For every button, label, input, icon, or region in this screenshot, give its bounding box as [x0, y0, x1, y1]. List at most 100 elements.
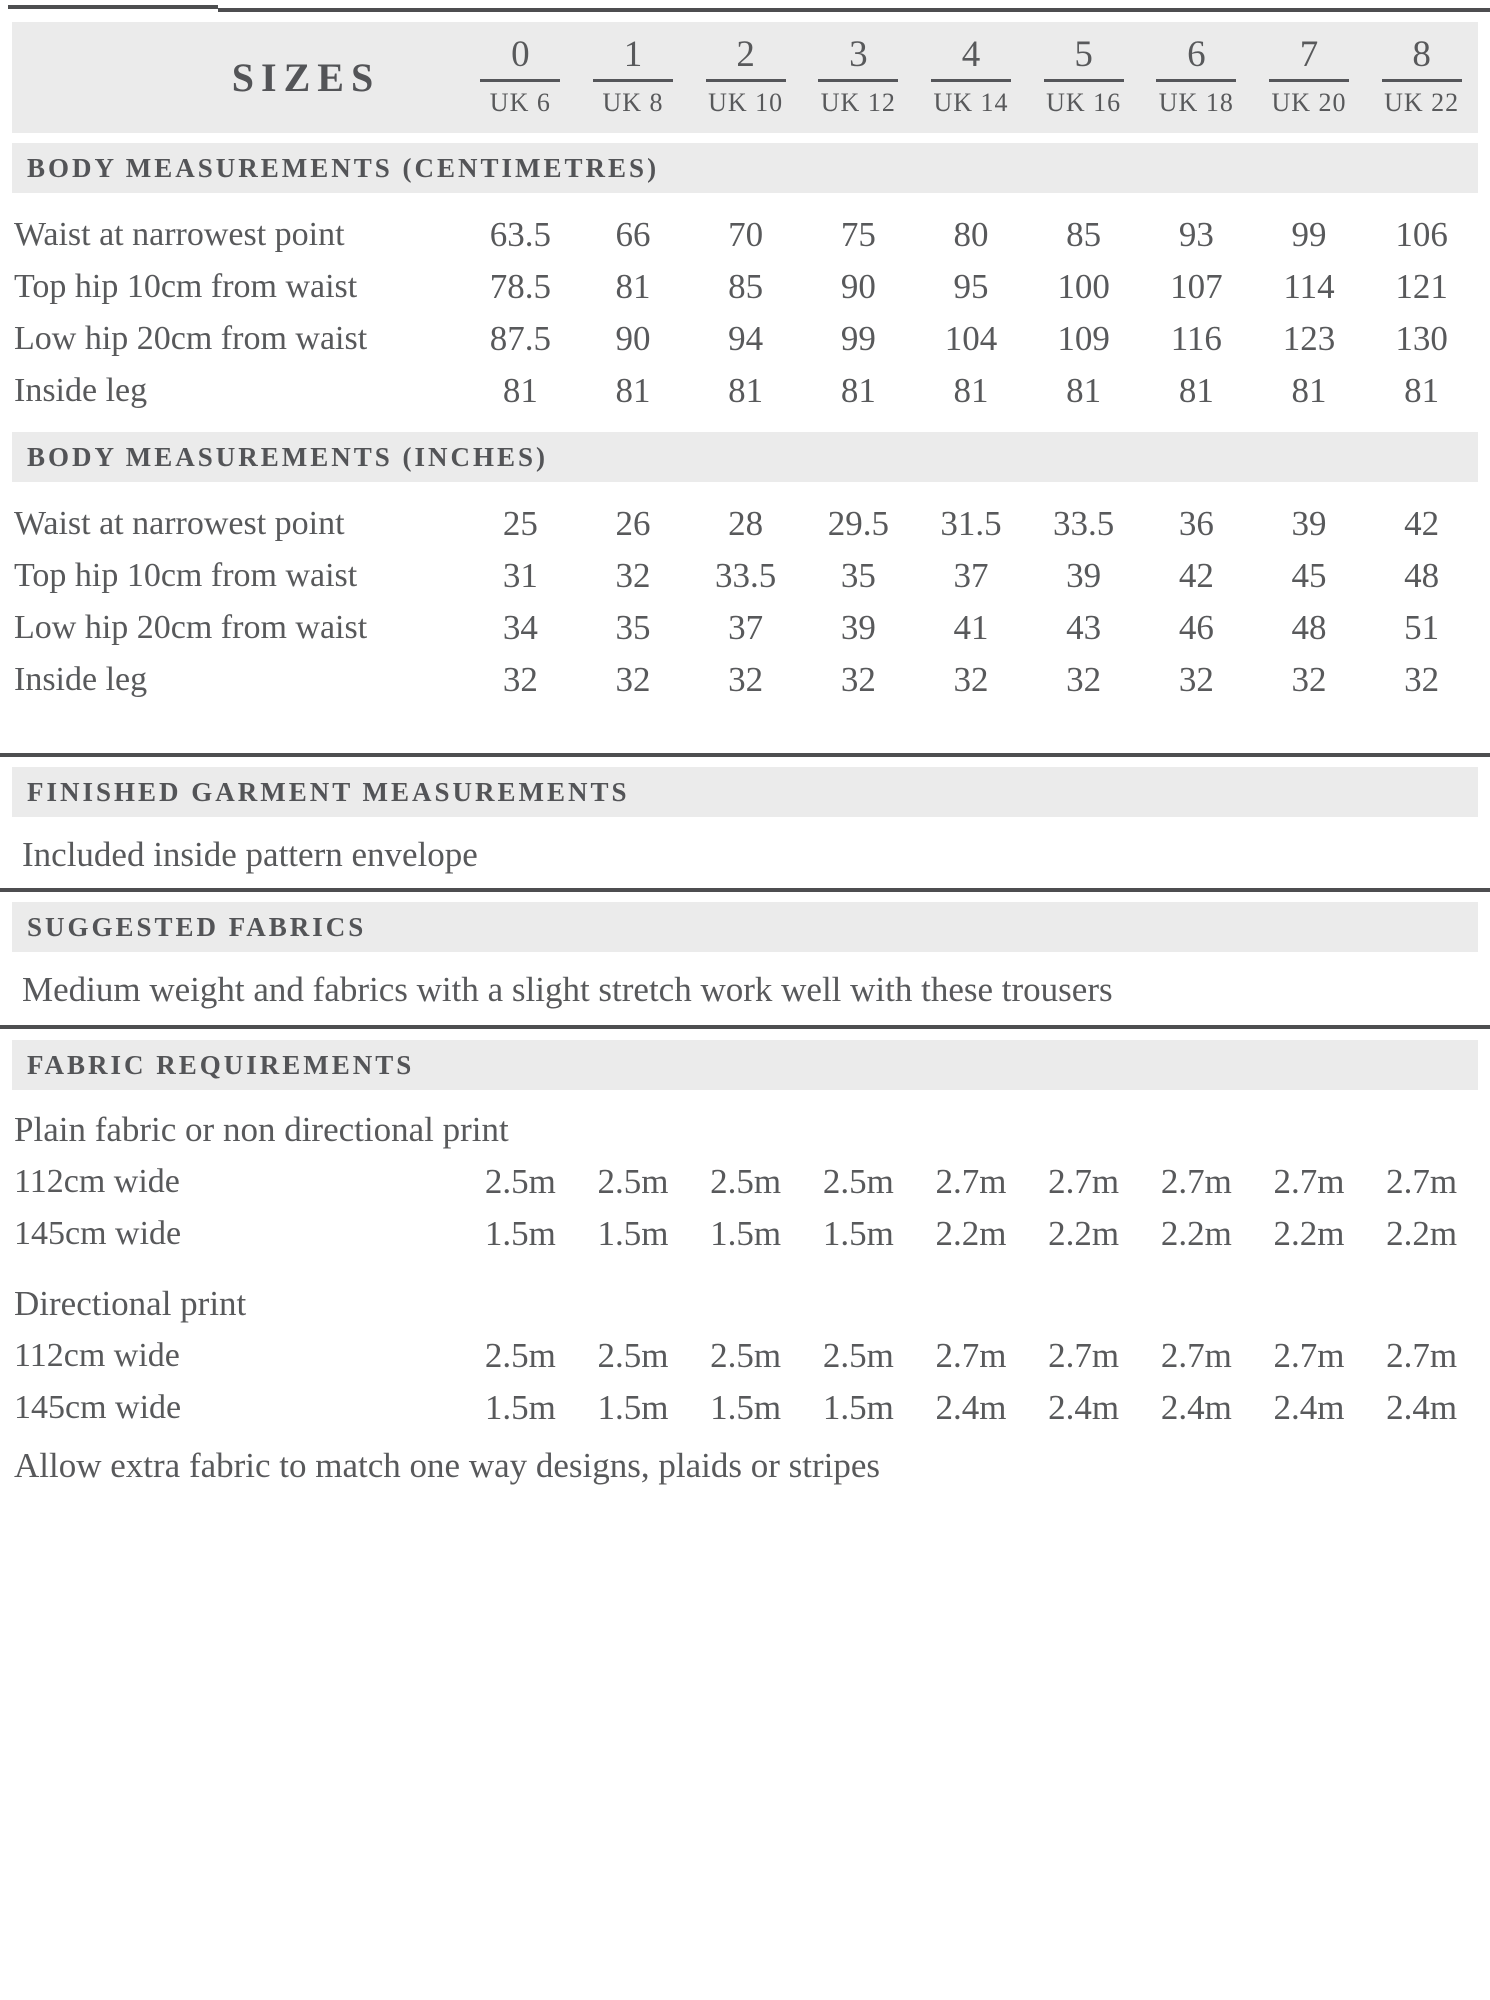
measurement-value: 81 [1404, 371, 1440, 410]
measurement-value: 81 [1178, 371, 1214, 410]
measurement-value: 81 [502, 371, 538, 410]
measurement-value: 66 [615, 215, 651, 254]
inches-rows: Waist at narrowest point 25 26 28 29.5 3… [12, 498, 1478, 706]
size-uk-label: UK 22 [1384, 88, 1460, 117]
size-number: 7 [1299, 34, 1319, 75]
row-label: Waist at narrowest point [14, 216, 345, 253]
measurement-value: 70 [728, 215, 764, 254]
fabric-amount-value: 2.2m [1160, 1214, 1232, 1253]
measurement-value: 45 [1291, 556, 1327, 595]
fabric-amount-value: 2.7m [935, 1162, 1007, 1201]
fabric-amount-value: 1.5m [710, 1388, 782, 1427]
measurement-value: 85 [728, 267, 764, 306]
fabric-amount-value: 2.2m [1386, 1214, 1458, 1253]
measurement-value: 109 [1057, 319, 1110, 358]
row-label: 112cm wide [14, 1163, 180, 1200]
size-number: 4 [961, 34, 981, 75]
table-row: Inside leg 32 32 32 32 32 [12, 654, 1478, 706]
row-label: Inside leg [14, 661, 148, 698]
size-number: 0 [511, 34, 530, 75]
measurement-value: 32 [728, 660, 764, 699]
fabric-requirements-section: FABRIC REQUIREMENTS Plain fabric or non … [0, 1040, 1490, 1492]
fabric-amount-value: 2.7m [1160, 1162, 1232, 1201]
fabric-amount-value: 2.4m [1048, 1388, 1120, 1427]
measurement-value: 33.5 [715, 556, 777, 595]
fabric-amount-value: 2.4m [1386, 1388, 1458, 1427]
measurement-value: 35 [615, 608, 651, 647]
measurement-value: 28 [728, 504, 764, 543]
size-underline [1043, 79, 1124, 82]
fabric-group-label: Directional print [14, 1284, 247, 1323]
size-number: 1 [623, 34, 643, 75]
measurement-value: 81 [1066, 371, 1102, 410]
measurement-value: 63.5 [489, 215, 551, 254]
measurement-value: 116 [1170, 319, 1222, 358]
measurement-value: 29.5 [827, 504, 889, 543]
size-uk-label: UK 8 [602, 88, 664, 117]
measurement-value: 33.5 [1053, 504, 1115, 543]
fabric-amount-value: 1.5m [822, 1388, 894, 1427]
fabric-amount-value: 2.4m [1273, 1388, 1345, 1427]
fabric-amount-value: 2.5m [822, 1336, 894, 1375]
table-row: 112cm wide 2.5m 2.5m 2.5m [12, 1330, 1478, 1382]
fabric-amount-value: 2.7m [1273, 1162, 1345, 1201]
size-underline [818, 79, 899, 82]
measurement-value: 114 [1283, 267, 1335, 306]
table-row: Waist at narrowest point 63.5 66 70 75 8… [12, 209, 1478, 261]
fabric-amount-value: 2.7m [1386, 1336, 1458, 1375]
measurement-value: 81 [728, 371, 764, 410]
measurement-value: 90 [840, 267, 876, 306]
measurement-value: 32 [1291, 660, 1327, 699]
table-row: Low hip 20cm from waist 87.5 90 94 99 10… [12, 313, 1478, 365]
fabric-amount-value: 2.5m [597, 1336, 669, 1375]
fabric-amount-value: 2.2m [935, 1214, 1007, 1253]
fabric-group-rows: 112cm wide 2.5m 2.5m 2.5m [12, 1330, 1478, 1434]
fabric-amount-value: 2.5m [484, 1162, 556, 1201]
table-row: Low hip 20cm from waist 34 35 37 39 41 [12, 602, 1478, 654]
row-label: 145cm wide [14, 1389, 182, 1426]
table-row: Inside leg 81 81 81 81 81 [12, 365, 1478, 417]
row-label: Low hip 20cm from waist [14, 320, 368, 357]
measurement-value: 39 [1066, 556, 1102, 595]
size-column: 7 UK 20 [1253, 22, 1366, 133]
size-underline [930, 79, 1011, 82]
row-label: Waist at narrowest point [14, 505, 345, 542]
measurement-value: 81 [615, 267, 651, 306]
measurement-value: 94 [728, 319, 764, 358]
measurement-value: 35 [840, 556, 876, 595]
section-heading-fabrics: SUGGESTED FABRICS [12, 902, 1478, 952]
measurement-value: 39 [840, 608, 876, 647]
measurement-value: 32 [615, 660, 651, 699]
row-label: Low hip 20cm from waist [14, 609, 368, 646]
row-label: Top hip 10cm from waist [14, 268, 358, 305]
fabric-amount-value: 2.7m [1048, 1336, 1120, 1375]
size-column: 3 UK 12 [802, 22, 915, 133]
row-label: Top hip 10cm from waist [14, 557, 358, 594]
table-row: Top hip 10cm from waist 31 32 33.5 35 37 [12, 550, 1478, 602]
measurement-value: 121 [1395, 267, 1448, 306]
section-divider-rule [0, 753, 1490, 757]
measurement-value: 42 [1404, 504, 1440, 543]
fabric-amount-value: 1.5m [484, 1388, 556, 1427]
size-uk-label: UK 20 [1271, 88, 1347, 117]
measurement-value: 130 [1395, 319, 1448, 358]
fabric-amount-value: 1.5m [710, 1214, 782, 1253]
measurement-value: 80 [953, 215, 989, 254]
size-uk-label: UK 10 [708, 88, 784, 117]
section-heading-cm: BODY MEASUREMENTS (CENTIMETRES) [12, 143, 1478, 193]
fabric-amount-value: 2.5m [710, 1336, 782, 1375]
measurement-value: 95 [953, 267, 989, 306]
size-column: 1 UK 8 [577, 22, 690, 133]
measurement-value: 41 [953, 608, 989, 647]
fabric-amount-value: 2.5m [822, 1162, 894, 1201]
measurement-value: 107 [1170, 267, 1223, 306]
fabric-amount-value: 2.5m [484, 1336, 556, 1375]
measurement-value: 81 [615, 371, 651, 410]
fabric-amount-value: 1.5m [597, 1388, 669, 1427]
measurement-value: 90 [615, 319, 651, 358]
measurement-value: 32 [502, 660, 538, 699]
measurement-value: 32 [1178, 660, 1214, 699]
size-column: 8 UK 22 [1365, 22, 1478, 133]
measurement-value: 51 [1404, 608, 1440, 647]
measurement-value: 37 [728, 608, 764, 647]
